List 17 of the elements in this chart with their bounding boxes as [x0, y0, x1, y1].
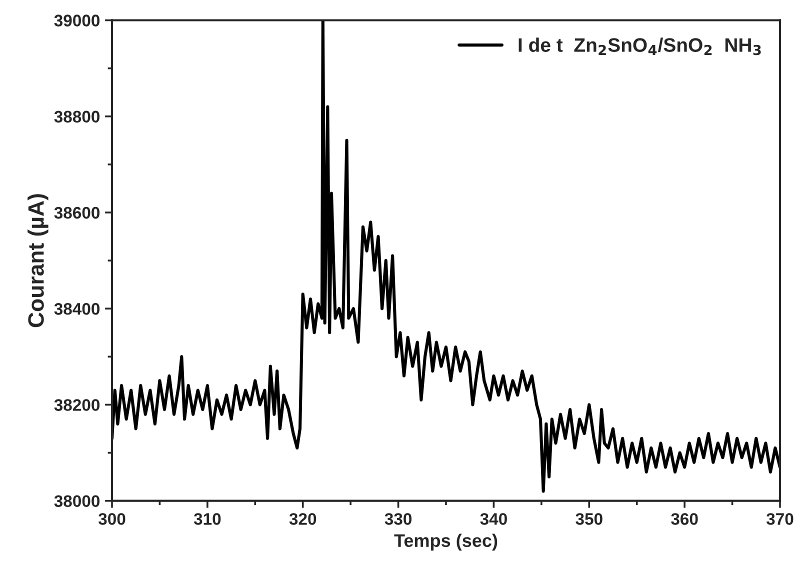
legend-label: I de t Zn$_{2}$SnO$_{4}$/SnO$_{2}$ NH$_{3}$: [518, 38, 761, 56]
x-tick-label: 330: [384, 513, 412, 525]
x-tick-label: 360: [671, 513, 698, 525]
x-tick-label: 310: [194, 513, 221, 525]
x-axis-title: Temps (sec): [394, 534, 498, 551]
x-tick-label: 370: [766, 513, 794, 525]
x-tick-label: 350: [576, 513, 602, 525]
y-tick-label: 39000: [54, 14, 100, 26]
y-tick-label: 38200: [54, 399, 100, 411]
x-tick-label: 300: [98, 513, 126, 525]
y-tick-label: 38800: [54, 110, 100, 123]
x-tick-label: 340: [480, 513, 507, 525]
x-tick-label: 320: [289, 513, 316, 525]
y-axis-title: Courant (µA): [28, 194, 48, 328]
y-tick-label: 38000: [54, 495, 100, 508]
y-tick-label: 38400: [54, 303, 100, 315]
y-tick-label: 38600: [54, 206, 100, 219]
